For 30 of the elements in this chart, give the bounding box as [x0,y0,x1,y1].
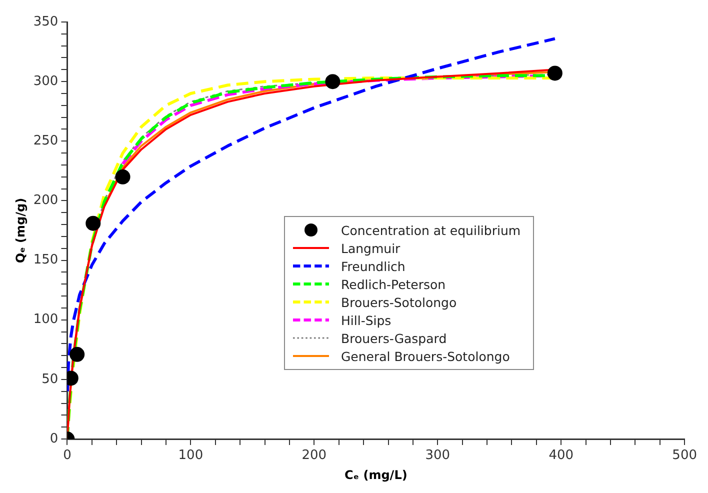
point [86,216,101,231]
point [547,66,562,81]
point [70,346,85,362]
y-axis-title: Qₑ (mg/g) [13,198,28,264]
legend-label: Brouers-Gaspard [341,330,447,346]
legend-label: Redlich-Peterson [341,276,446,292]
legend-label: Langmuir [341,240,400,256]
x-tick-label: 400 [548,448,574,464]
legend-label: Freundlich [341,258,406,274]
y-tick-label: 50 [42,372,58,387]
legend-label: General Brouers-Sotolongo [341,348,510,364]
point [325,74,340,90]
x-axis-title: Cₑ (mg/L) [344,468,408,482]
x-tick-label: 300 [425,448,450,464]
legend-label: Concentration at equilibrium [341,222,521,238]
line-series [67,37,556,393]
x-tick-label: 100 [178,448,204,464]
y-tick-label: 0 [50,431,58,446]
y-tick-label: 350 [33,14,58,30]
legend-label: Hill-Sips [341,312,392,328]
y-tick-label: 150 [33,252,58,268]
legend-label: Brouers-Sotolongo [341,294,457,310]
x-tick-label: 0 [63,448,72,464]
y-tick-label: 100 [33,312,58,328]
y-tick-label: 300 [33,74,58,89]
point [115,169,130,184]
y-tick-label: 200 [33,193,58,208]
x-tick-label: 500 [672,448,698,464]
x-tick-label: 200 [302,448,327,464]
y-tick-label: 250 [33,134,58,149]
